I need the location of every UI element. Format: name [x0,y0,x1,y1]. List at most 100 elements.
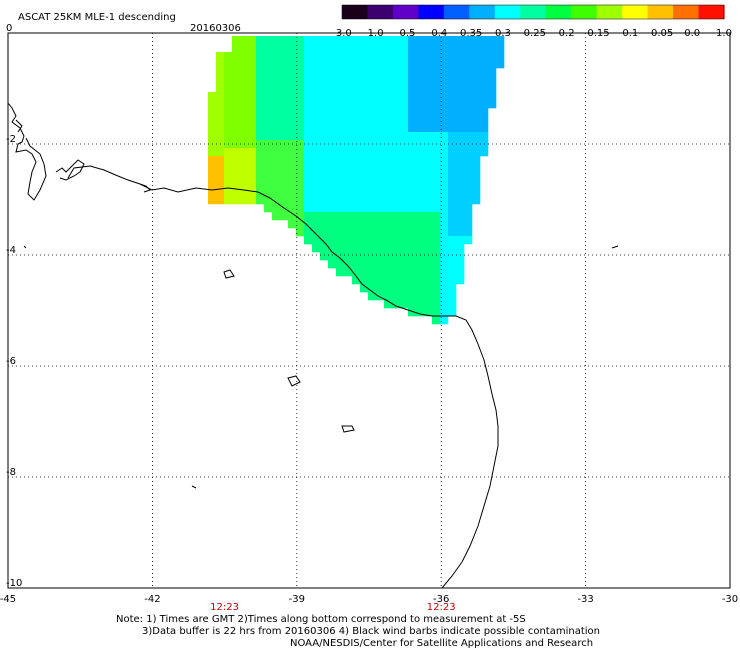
swath-cell [448,60,456,68]
swath-cell [416,244,424,252]
swath-cell [328,260,336,268]
swath-cell [208,172,216,180]
swath-cell [296,44,304,52]
swath-cell [432,292,440,300]
swath-cell [320,116,328,124]
swath-cell [472,172,480,180]
swath-cell [416,100,424,108]
swath-cell [432,188,440,196]
swath-cell [424,236,432,244]
swath-cell [368,164,376,172]
swath-cell [280,92,288,100]
longitude-tick-label: -42 [144,594,160,605]
swath-cell [416,268,424,276]
swath-cell [336,132,344,140]
swath-cell [424,76,432,84]
swath-cell [464,68,472,76]
swath-cell [256,164,264,172]
swath-cell [336,180,344,188]
swath-cell [232,156,240,164]
swath-cell [344,172,352,180]
swath-cell [280,148,288,156]
swath-cell [344,108,352,116]
swath-cell [296,188,304,196]
swath-cell [264,132,272,140]
swath-cell [392,52,400,60]
swath-cell [320,172,328,180]
swath-cell [320,124,328,132]
swath-cell [264,148,272,156]
swath-cell [376,220,384,228]
swath-cell [408,292,416,300]
swath-cell [416,148,424,156]
swath-cell [424,148,432,156]
swath-cell [240,148,248,156]
swath-cell [288,92,296,100]
swath-cell [432,124,440,132]
swath-cell [264,172,272,180]
swath-cell [224,180,232,188]
swath-cell [472,68,480,76]
swath-cell [408,188,416,196]
swath-cell [376,276,384,284]
swath-cell [336,220,344,228]
swath-cell [352,52,360,60]
swath-cell [264,164,272,172]
swath-cell [288,100,296,108]
swath-cell [224,100,232,108]
swath-cell [496,36,504,44]
swath-cell [304,92,312,100]
swath-cell [360,36,368,44]
swath-cell [456,212,464,220]
swath-cell [384,244,392,252]
swath-cell [456,44,464,52]
swath-cell [400,108,408,116]
swath-cell [360,52,368,60]
swath-cell [448,156,456,164]
swath-cell [432,260,440,268]
swath-cell [344,100,352,108]
swath-cell [376,252,384,260]
swath-cell [384,204,392,212]
swath-cell [432,308,440,316]
swath-cell [400,84,408,92]
swath-cell [464,132,472,140]
swath-cell [216,124,224,132]
swath-cell [472,92,480,100]
swath-cell [384,116,392,124]
time-label: 12:23 [427,602,456,613]
longitude-tick-label: -30 [722,594,738,605]
swath-cell [312,116,320,124]
swath-cell [240,156,248,164]
swath-cell [232,92,240,100]
swath-cell [224,124,232,132]
swath-cell [408,180,416,188]
swath-cell [464,92,472,100]
swath-cell [384,220,392,228]
swath-cell [240,100,248,108]
swath-cell [360,108,368,116]
swath-cell [432,148,440,156]
swath-cell [424,116,432,124]
swath-cell [344,260,352,268]
swath-cell [232,100,240,108]
swath-cell [344,68,352,76]
swath-cell [424,60,432,68]
swath-cell [280,196,288,204]
swath-cell [224,116,232,124]
swath-cell [328,76,336,84]
swath-cell [352,260,360,268]
time-label: 12:23 [210,602,239,613]
swath-cell [448,116,456,124]
swath-cell [320,108,328,116]
swath-cell [280,180,288,188]
swath-cell [464,100,472,108]
swath-cell [456,196,464,204]
swath-cell [472,52,480,60]
swath-cell [288,164,296,172]
swath-cell [368,212,376,220]
swath-cell [448,260,456,268]
swath-cell [272,84,280,92]
swath-cell [432,108,440,116]
swath-cell [416,276,424,284]
